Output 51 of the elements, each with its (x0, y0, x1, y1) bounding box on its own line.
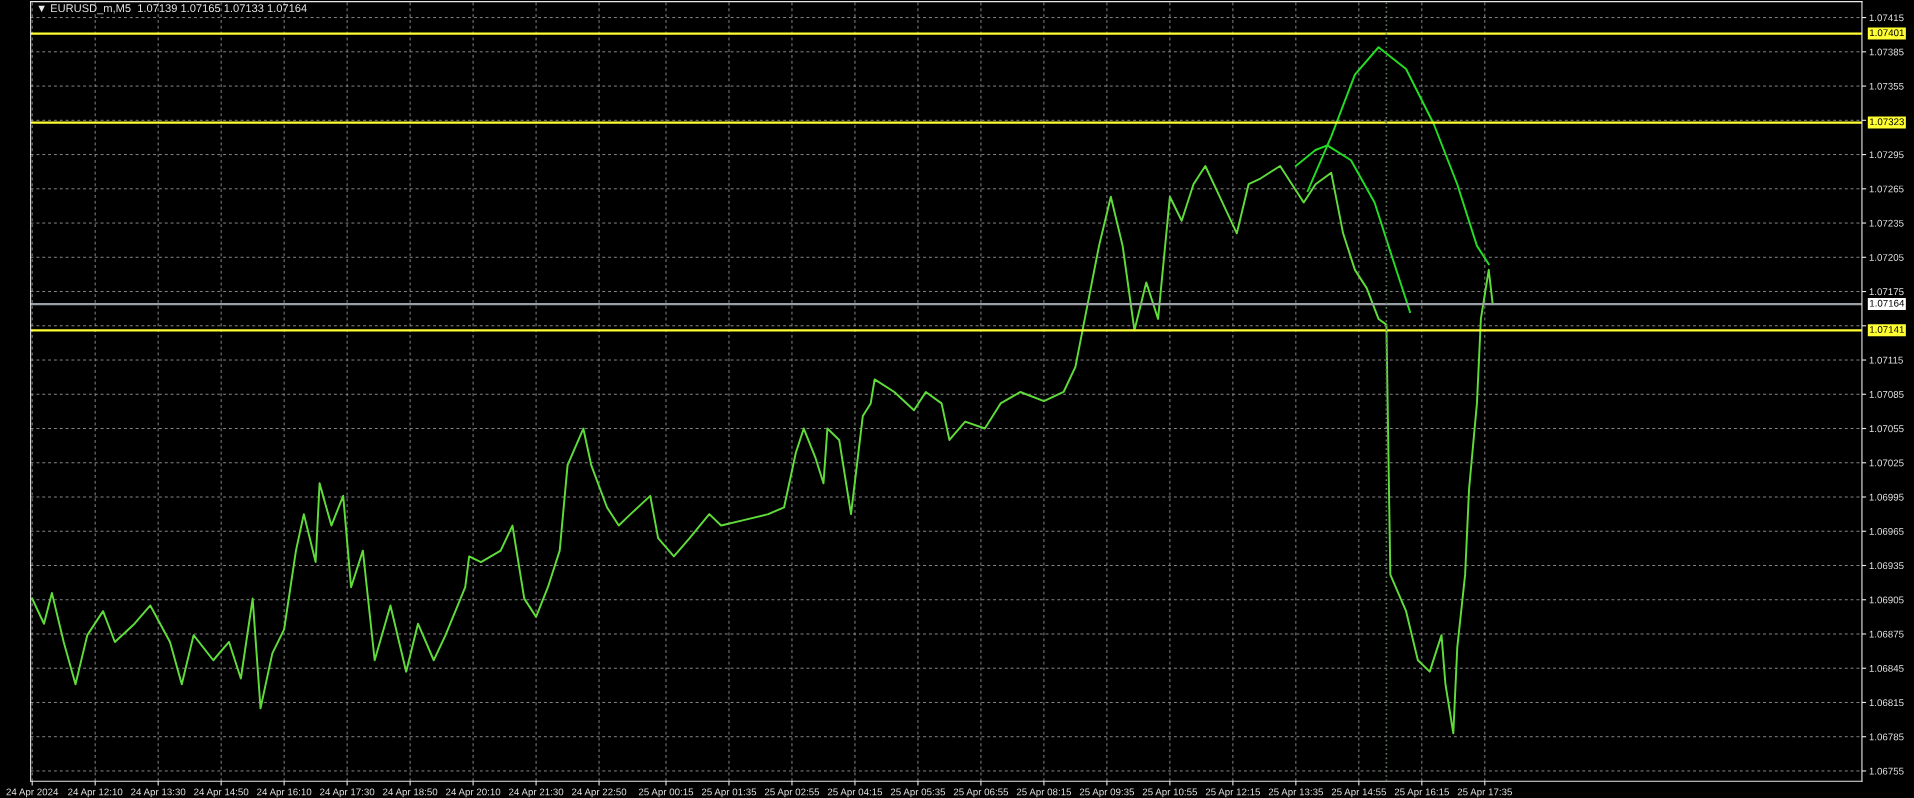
x-tick-label: 24 Apr 21:30 (509, 788, 564, 798)
x-tick-label: 25 Apr 10:55 (1142, 788, 1198, 798)
x-tick-label: 24 Apr 20:10 (446, 788, 501, 798)
y-tick-label: 1.06785 (1869, 733, 1904, 741)
x-tick-label: 25 Apr 16:15 (1394, 788, 1449, 798)
x-tick-label: 25 Apr 12:15 (1205, 788, 1261, 798)
y-tick-label: 1.07415 (1869, 14, 1904, 22)
ref-line-label: 1.07164 (1870, 299, 1905, 307)
x-tick-label: 25 Apr 01:35 (701, 788, 757, 798)
y-tick-label: 1.06965 (1869, 527, 1904, 535)
x-tick-label: 25 Apr 08:15 (1016, 788, 1072, 798)
ref-line-label: 1.07141 (1870, 326, 1904, 333)
x-tick-label: 25 Apr 14:55 (1331, 788, 1386, 798)
x-tick-label: 25 Apr 13:35 (1268, 788, 1324, 798)
y-tick-label: 1.06995 (1869, 493, 1904, 501)
y-tick-label: 1.07385 (1869, 48, 1904, 56)
x-tick-label: 25 Apr 06:55 (953, 788, 1009, 798)
x-tick-label: 25 Apr 09:35 (1079, 788, 1135, 798)
x-tick-label: 24 Apr 22:50 (571, 788, 627, 798)
x-tick-label: 25 Apr 02:55 (764, 788, 820, 798)
y-tick-label: 1.07175 (1869, 288, 1904, 296)
y-tick-label: 1.06755 (1869, 767, 1904, 775)
x-tick-label: 25 Apr 05:35 (890, 788, 946, 798)
x-tick-label: 25 Apr 04:15 (827, 788, 883, 798)
y-tick-label: 1.06905 (1869, 596, 1904, 604)
x-tick-label: 25 Apr 17:35 (1457, 788, 1512, 798)
x-tick-label: 25 Apr 00:15 (638, 788, 694, 798)
x-tick-label: 24 Apr 2024 (6, 788, 59, 798)
y-tick-label: 1.06815 (1869, 699, 1904, 707)
y-tick-label: 1.07055 (1869, 425, 1904, 433)
x-tick-label: 24 Apr 18:50 (383, 788, 438, 798)
y-tick-label: 1.07355 (1869, 82, 1904, 90)
y-tick-label: 1.07115 (1869, 356, 1903, 364)
x-tick-label: 24 Apr 16:10 (257, 788, 312, 798)
x-tick-label: 24 Apr 17:30 (320, 788, 375, 798)
y-tick-label: 1.07265 (1869, 185, 1904, 193)
ref-line-label: 1.07401 (1870, 29, 1904, 37)
y-tick-label: 1.06935 (1869, 562, 1904, 570)
x-tick-label: 24 Apr 14:50 (194, 788, 249, 798)
ref-line-label: 1.07323 (1870, 118, 1904, 126)
chart-title: ▼ EURUSD_m,M5 1.07139 1.07165 1.07133 1.07164 (38, 4, 307, 15)
y-tick-label: 1.07205 (1869, 254, 1904, 261)
line-series (31, 165, 1494, 735)
x-tick-label: 24 Apr 12:10 (68, 788, 123, 798)
y-tick-label: 1.07085 (1869, 391, 1904, 398)
y-tick-label: 1.07025 (1869, 459, 1904, 467)
y-tick-label: 1.07235 (1869, 219, 1904, 227)
y-tick-label: 1.06875 (1869, 630, 1904, 638)
y-tick-label: 1.07295 (1869, 151, 1904, 159)
y-tick-label: 1.06845 (1869, 664, 1904, 672)
x-tick-label: 24 Apr 13:30 (131, 788, 186, 798)
